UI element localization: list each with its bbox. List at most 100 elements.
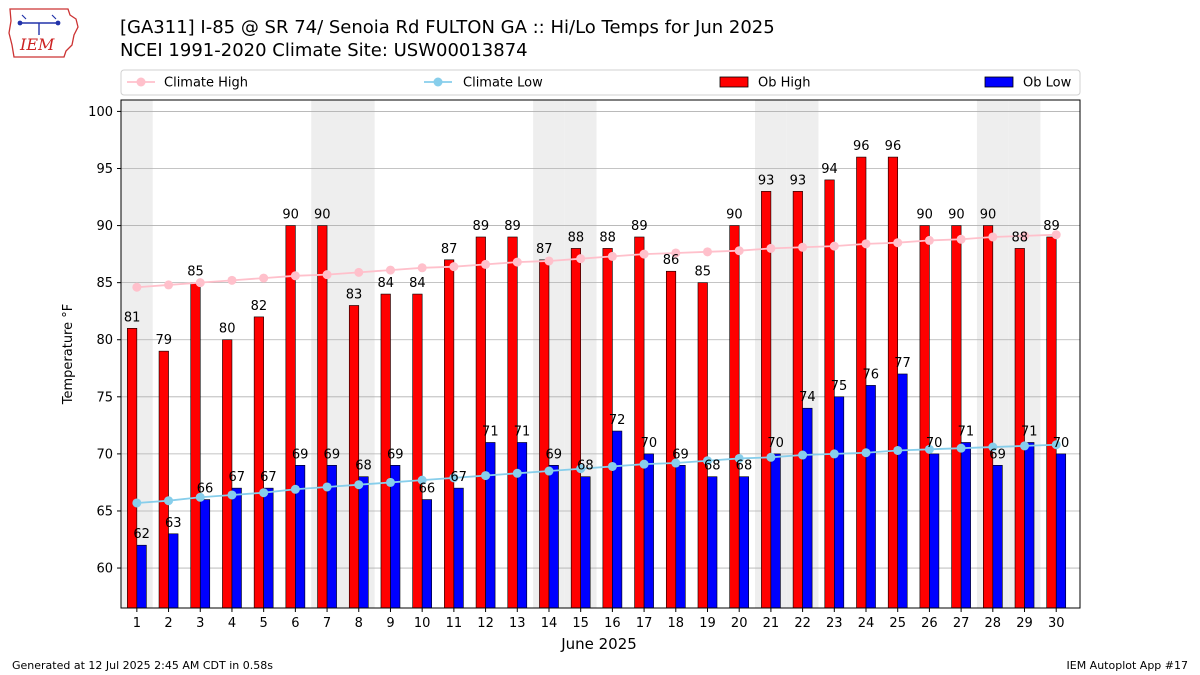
ob-low-bar-day-15 xyxy=(580,476,591,609)
ob-high-bar-day-21 xyxy=(761,191,772,609)
x-axis-label: June 2025 xyxy=(560,635,637,653)
ob-low-bar-day-24 xyxy=(865,385,876,609)
climate-lines xyxy=(132,230,1061,508)
climate-high-point-day-5 xyxy=(259,273,269,283)
plot-frame xyxy=(120,99,1081,609)
x-tick-label: 22 xyxy=(794,616,811,631)
ob-high-value-label: 84 xyxy=(377,276,394,291)
x-tick-label: 28 xyxy=(985,616,1002,631)
ob-high-value-label: 88 xyxy=(568,230,585,245)
ob-low-value-label: 69 xyxy=(545,447,562,462)
ob-high-value-label: 90 xyxy=(980,208,997,223)
legend-ob-high-label: Ob High xyxy=(758,76,811,91)
climate-low-point-day-30 xyxy=(1051,440,1061,450)
ob-low-value-label: 69 xyxy=(292,447,309,462)
x-tick-label: 6 xyxy=(291,616,299,631)
climate-low-point-day-19 xyxy=(702,456,712,466)
ob-low-value-label: 69 xyxy=(387,447,404,462)
climate-high-point-day-17 xyxy=(639,249,649,259)
ob-high-value-label: 87 xyxy=(536,242,553,257)
climate-high-point-day-8 xyxy=(354,267,364,277)
climate-high-point-day-1 xyxy=(132,282,142,292)
ob-low-bar-day-22 xyxy=(802,407,813,609)
climate-low-point-day-2 xyxy=(164,496,174,506)
climate-high-point-day-30 xyxy=(1051,230,1061,240)
legend-item-climate-low: Climate Low xyxy=(424,76,543,91)
x-tick-label: 12 xyxy=(477,616,494,631)
y-tick-label: 85 xyxy=(96,276,113,291)
iowa-map-logo-icon: IEM xyxy=(8,8,79,58)
y-tick-label: 65 xyxy=(96,504,113,519)
climate-low-point-day-28 xyxy=(988,442,998,452)
legend-climate-low-label: Climate Low xyxy=(463,76,543,91)
ob-low-bar-day-21 xyxy=(770,453,781,609)
bar-value-labels: 81 79 85 80 82 90 90 83 84 84 87 89 89 87 88 88 89 86 85 90… xyxy=(124,139,1069,542)
ob-low-value-label: 70 xyxy=(641,436,658,451)
x-tick-label: 9 xyxy=(386,616,394,631)
x-tick-label: 17 xyxy=(636,616,653,631)
ob-high-bar-day-13 xyxy=(507,236,518,609)
ob-low-bar-day-2 xyxy=(168,533,179,609)
ob-high-bar-day-5 xyxy=(253,316,264,609)
ob-low-value-label: 75 xyxy=(831,379,848,394)
ob-low-bar-day-25 xyxy=(897,373,908,609)
ob-high-bar-day-15 xyxy=(570,248,581,609)
y-axis-label: Temperature °F xyxy=(61,304,76,405)
climate-low-point-day-7 xyxy=(322,482,332,492)
ob-high-bar-day-11 xyxy=(444,259,455,609)
ob-low-value-label: 68 xyxy=(704,459,721,474)
climate-high-point-day-24 xyxy=(861,239,871,249)
ob-high-value-label: 83 xyxy=(346,287,363,302)
climate-high-point-day-6 xyxy=(290,271,300,281)
ob-high-bar-day-1 xyxy=(127,328,138,609)
ob-low-bar-day-10 xyxy=(421,499,432,609)
ob-low-value-label: 71 xyxy=(514,424,531,439)
ob-low-value-label: 69 xyxy=(324,447,341,462)
ob-low-bar-day-8 xyxy=(358,476,369,609)
ob-low-value-label: 69 xyxy=(989,447,1006,462)
ob-low-bar-day-14 xyxy=(548,465,559,609)
ob-low-value-label: 68 xyxy=(577,459,594,474)
climate-low-point-day-21 xyxy=(766,452,776,462)
ob-low-value-label: 63 xyxy=(165,516,182,531)
y-tick-label: 90 xyxy=(96,219,113,234)
ob-high-value-label: 85 xyxy=(694,265,711,280)
ob-high-bar-day-20 xyxy=(729,225,740,609)
ob-high-value-label: 88 xyxy=(1011,230,1028,245)
x-tick-label: 5 xyxy=(260,616,268,631)
climate-high-point-day-22 xyxy=(798,242,808,252)
climate-low-point-day-27 xyxy=(956,443,966,453)
ob-high-value-label: 79 xyxy=(156,333,173,348)
climate-low-point-day-29 xyxy=(1020,441,1030,451)
ob-low-bar-day-28 xyxy=(992,465,1003,609)
climate-high-point-day-23 xyxy=(829,241,839,251)
x-tick-label: 25 xyxy=(889,616,906,631)
legend-item-ob-high: Ob High xyxy=(719,76,811,91)
climate-high-point-day-4 xyxy=(227,275,237,285)
climate-high-point-day-14 xyxy=(544,256,554,266)
ob-high-value-label: 90 xyxy=(948,208,965,223)
ob-high-bar-day-14 xyxy=(539,259,550,609)
y-tick-label: 100 xyxy=(88,105,113,120)
ob-high-value-label: 96 xyxy=(853,139,870,154)
ob-low-value-label: 68 xyxy=(736,459,753,474)
climate-high-point-day-13 xyxy=(512,257,522,267)
ob-high-bar-day-19 xyxy=(697,282,708,609)
x-tick-label: 23 xyxy=(826,616,843,631)
ob-high-value-label: 89 xyxy=(473,219,490,234)
climate-high-point-day-29 xyxy=(1020,231,1030,241)
x-tick-label: 20 xyxy=(731,616,748,631)
legend-ob-low-label: Ob Low xyxy=(1023,76,1072,91)
ob-high-bar-day-28 xyxy=(983,225,994,609)
ob-low-value-label: 70 xyxy=(767,436,784,451)
climate-high-point-day-25 xyxy=(893,238,903,248)
ob-high-value-label: 80 xyxy=(219,322,236,337)
ob-high-bar-day-25 xyxy=(887,156,899,609)
ob-high-value-label: 89 xyxy=(1043,219,1060,234)
x-tick-label: 29 xyxy=(1016,616,1033,631)
ob-high-value-label: 89 xyxy=(504,219,521,234)
ob-low-bar-day-3 xyxy=(199,499,211,609)
ob-low-value-label: 71 xyxy=(958,424,975,439)
x-tick-label: 24 xyxy=(858,616,875,631)
ob-low-bar-day-4 xyxy=(231,487,242,609)
